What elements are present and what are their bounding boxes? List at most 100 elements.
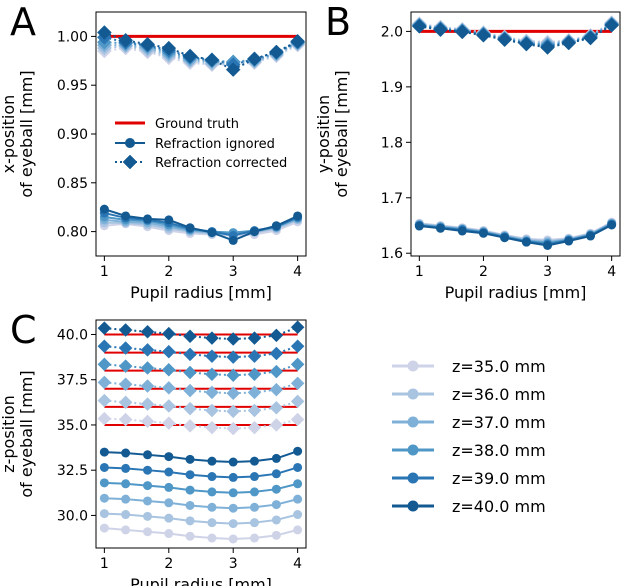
- y-tick-label: 35.0: [57, 418, 88, 434]
- x-axis-label: Pupil radius [mm]: [445, 283, 587, 302]
- refraction-corrected-point: [118, 395, 133, 410]
- refraction-corrected-point: [205, 403, 219, 418]
- refraction-corrected-point: [290, 394, 305, 409]
- y-axis-label: of eyeball [mm]: [17, 370, 36, 497]
- refraction-ignored-point: [207, 518, 217, 528]
- x-axis-label: Pupil radius [mm]: [130, 283, 272, 302]
- refraction-corrected-line: [419, 23, 613, 48]
- refraction-ignored-point: [228, 235, 238, 245]
- panel-c: C 1 2 3 4 30.0 32.5 35.0 37.5 40.0 Pupil radius [m…: [0, 308, 307, 586]
- refraction-ignored-point: [478, 228, 488, 238]
- refraction-ignored-point: [228, 519, 238, 529]
- refraction-ignored-point: [249, 456, 259, 466]
- refraction-corrected-point: [140, 379, 155, 393]
- refraction-ignored-point: [121, 448, 131, 458]
- refraction-corrected-point: [411, 19, 427, 34]
- y-tick-label: 1.8: [381, 135, 403, 151]
- refraction-ignored-point: [271, 530, 281, 540]
- refraction-corrected-line: [104, 399, 298, 413]
- z-legend-label: z=36.0 mm: [452, 385, 546, 404]
- refraction-corrected-point: [205, 331, 219, 345]
- z-legend-label: z=39.0 mm: [452, 469, 546, 488]
- refraction-ignored-point: [164, 513, 174, 523]
- z-legend-label: z=40.0 mm: [452, 497, 546, 516]
- refraction-corrected-line: [104, 363, 298, 377]
- refraction-corrected-point: [140, 36, 155, 52]
- refraction-ignored-point: [271, 221, 281, 231]
- refraction-ignored-point: [185, 485, 195, 495]
- x-tick-label: 4: [293, 556, 302, 572]
- refraction-ignored-point: [121, 479, 131, 489]
- y-tick-label: 2.0: [381, 24, 403, 40]
- refraction-corrected-line: [419, 23, 613, 47]
- refraction-ignored-point: [271, 453, 281, 463]
- refraction-ignored-point: [207, 533, 217, 543]
- refraction-corrected-line: [104, 326, 298, 341]
- refraction-ignored-point: [143, 496, 153, 506]
- x-tick-label: 4: [293, 264, 302, 280]
- refraction-corrected-point: [183, 383, 197, 398]
- y-axis-label: of eyeball [mm]: [17, 70, 36, 197]
- refraction-corrected-point: [161, 344, 176, 359]
- x-tick-label: 3: [229, 556, 238, 572]
- refraction-ignored-point: [293, 494, 303, 504]
- refraction-ignored-point: [521, 237, 531, 247]
- refraction-ignored-point: [99, 523, 109, 533]
- legend-ground-truth-label: Ground truth: [155, 117, 239, 132]
- y-tick-label: 40.0: [57, 327, 88, 343]
- x-tick-label: 2: [164, 264, 173, 280]
- refraction-ignored-point: [121, 525, 131, 535]
- refraction-ignored-point: [99, 447, 109, 457]
- axes-frame: [95, 319, 307, 549]
- panel-b: B 1 2 3 4 1.6 1.7 1.8 1.9 2.0 Pupil radius [mm] y-p…: [314, 0, 621, 302]
- refraction-corrected-point: [433, 22, 448, 38]
- refraction-corrected-point: [183, 401, 197, 416]
- refraction-corrected-point: [182, 48, 198, 64]
- refraction-ignored-point: [543, 240, 553, 250]
- legend-corrected-label: Refraction corrected: [155, 156, 287, 171]
- y-tick-label: 1.6: [381, 246, 403, 262]
- refraction-ignored-line: [104, 481, 298, 494]
- refraction-corrected-point: [97, 393, 112, 408]
- refraction-corrected-point: [161, 399, 176, 413]
- refraction-ignored-point: [249, 518, 259, 528]
- refraction-ignored-point: [99, 478, 109, 488]
- z-legend-swatch-marker: [407, 388, 419, 400]
- refraction-ignored-point: [293, 211, 303, 221]
- refraction-ignored-point: [457, 226, 467, 236]
- refraction-ignored-point: [164, 482, 174, 492]
- refraction-ignored-point: [271, 469, 281, 479]
- refraction-ignored-point: [143, 481, 153, 491]
- refraction-corrected-point: [540, 40, 555, 55]
- refraction-corrected-point: [561, 35, 577, 51]
- y-tick-label: 0.95: [57, 78, 88, 94]
- refraction-corrected-point: [118, 377, 133, 392]
- y-axis-label: x-position: [0, 95, 18, 174]
- refraction-corrected-line: [104, 31, 299, 71]
- refraction-corrected-point: [183, 419, 197, 433]
- refraction-ignored-point: [207, 228, 217, 238]
- refraction-ignored-point: [249, 472, 259, 482]
- refraction-ignored-line: [104, 512, 298, 525]
- refraction-ignored-point: [293, 446, 303, 456]
- refraction-corrected-point: [247, 420, 262, 435]
- refraction-ignored-line: [104, 466, 298, 479]
- refraction-corrected-point: [226, 386, 241, 401]
- refraction-corrected-line: [104, 42, 299, 64]
- x-tick-label: 1: [415, 264, 424, 280]
- refraction-ignored-point: [207, 456, 217, 466]
- refraction-ignored-point: [249, 227, 259, 237]
- refraction-ignored-point: [228, 488, 238, 498]
- refraction-corrected-line: [104, 44, 299, 66]
- legend-ignored-label: Refraction ignored: [155, 137, 275, 152]
- refraction-corrected-point: [247, 51, 262, 67]
- refraction-corrected-point: [247, 385, 262, 400]
- y-axis-label: of eyeball [mm]: [332, 70, 351, 197]
- legend-ignored-marker: [125, 138, 135, 148]
- refraction-corrected-point: [269, 44, 284, 60]
- refraction-ignored-point: [228, 457, 238, 467]
- y-tick-label: 0.80: [57, 225, 88, 241]
- refraction-ignored-point: [249, 487, 259, 497]
- refraction-corrected-point: [290, 357, 305, 372]
